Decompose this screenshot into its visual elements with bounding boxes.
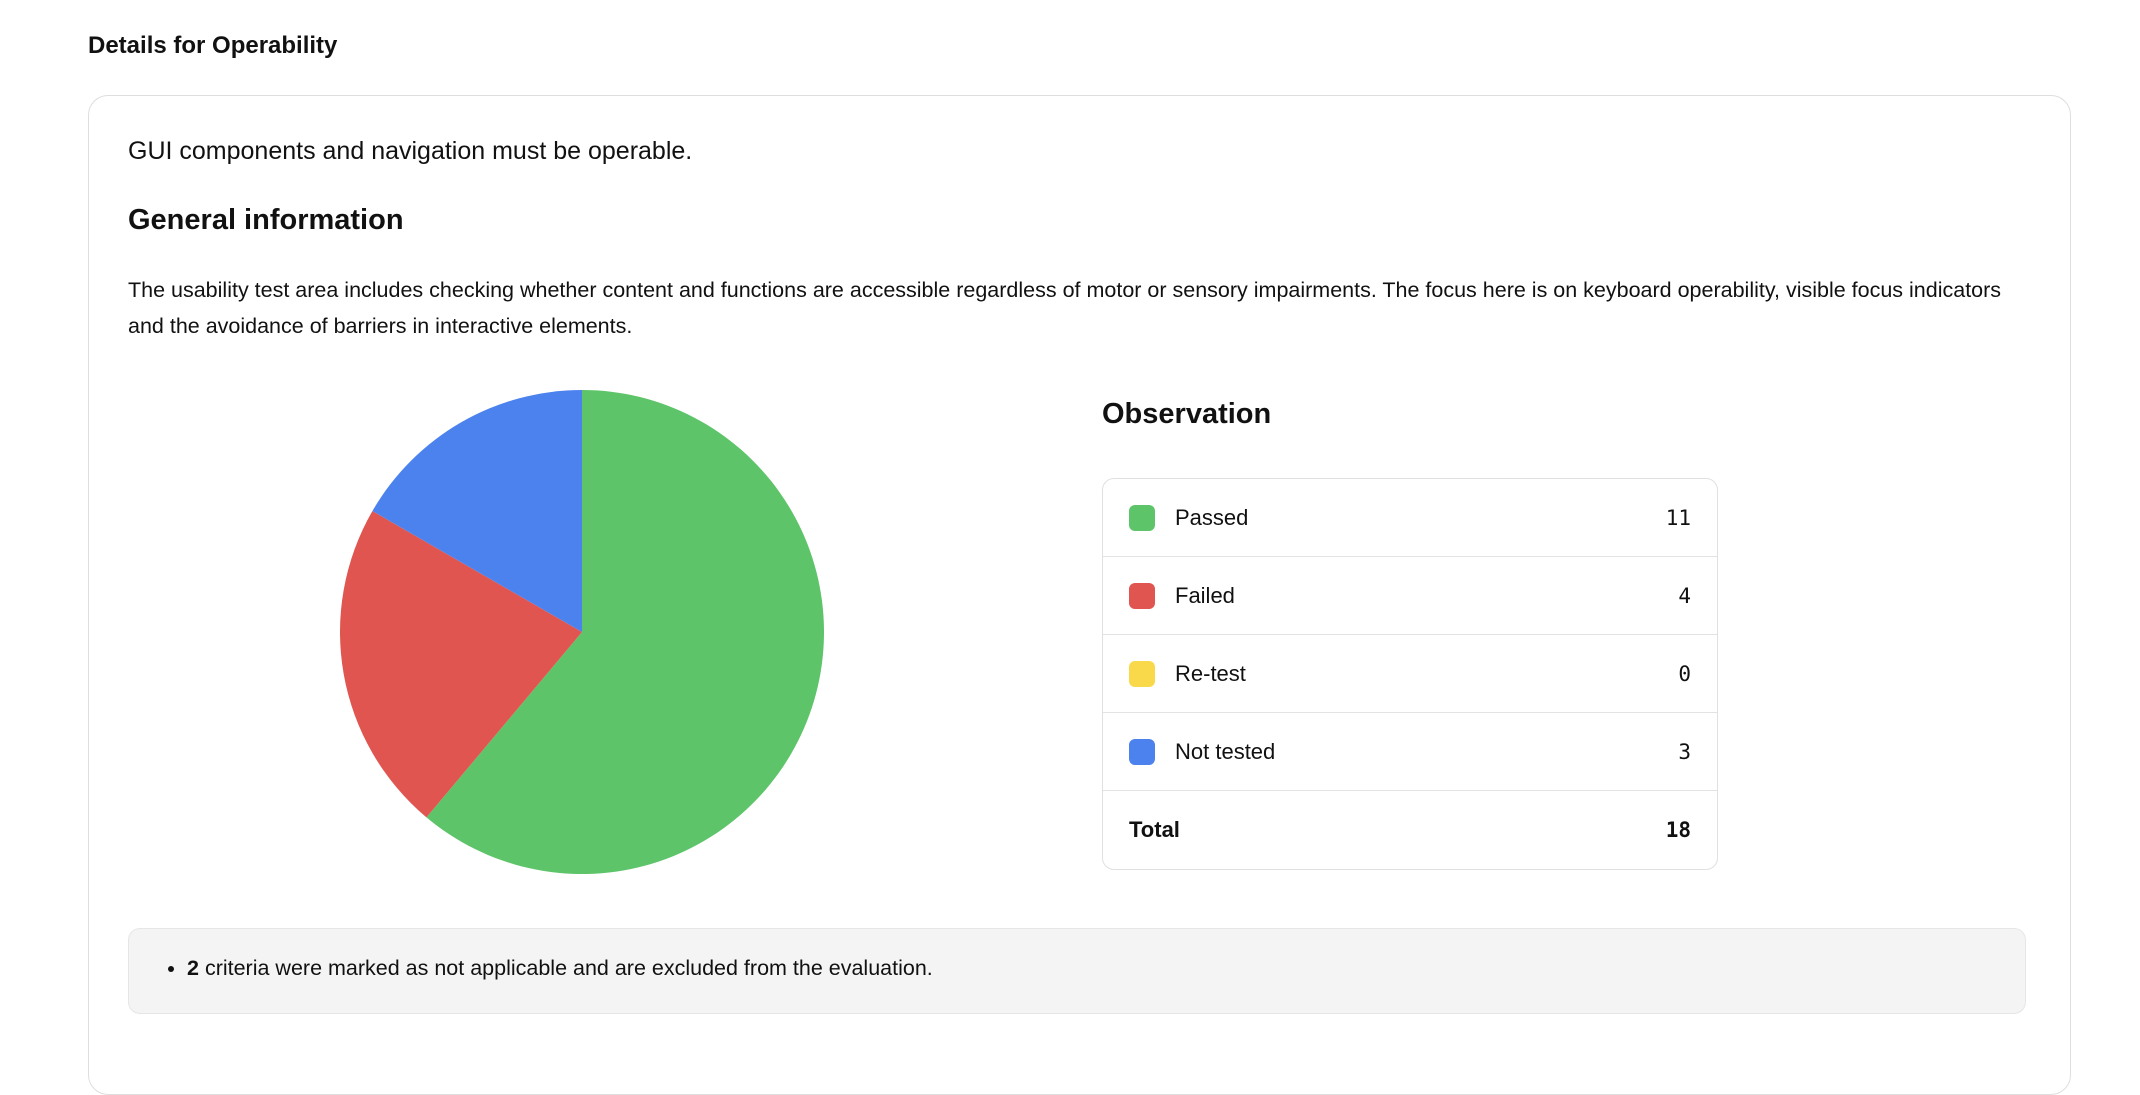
legend-row-not-tested: Not tested 3: [1103, 713, 1717, 791]
general-info-description: The usability test area includes checkin…: [128, 278, 2002, 338]
legend-row-failed: Failed 4: [1103, 557, 1717, 635]
note-list-item: 2 criteria were marked as not applicable…: [187, 956, 933, 981]
note-count: 2: [187, 956, 199, 980]
not-applicable-note: 2 criteria were marked as not applicable…: [128, 928, 2026, 1014]
legend-value-passed: 11: [1665, 505, 1691, 530]
note-text: criteria were marked as not applicable a…: [198, 956, 933, 980]
legend-swatch-failed: [1129, 582, 1155, 609]
legend-label-not-tested: Not tested: [1175, 738, 1276, 764]
legend-value-failed: 4: [1678, 583, 1691, 608]
observation-legend: Passed 11 Failed 4 Re-test 0 Not tested …: [1102, 478, 1718, 870]
legend-row-retest: Re-test 0: [1103, 635, 1717, 713]
legend-value-not-tested: 3: [1678, 739, 1691, 764]
legend-row-passed: Passed 11: [1103, 479, 1717, 557]
pie-chart: [339, 390, 825, 875]
page: Details for Operability GUI components a…: [0, 0, 2140, 1060]
legend-value-retest: 0: [1678, 661, 1691, 686]
legend-value-total: 18: [1665, 818, 1691, 842]
legend-swatch-not-tested: [1129, 738, 1155, 765]
general-info-title: General information: [128, 204, 404, 236]
legend-swatch-passed: [1129, 504, 1155, 531]
legend-label-retest: Re-test: [1175, 660, 1246, 686]
pie-slice-passed: [426, 390, 825, 875]
details-card: GUI components and navigation must be op…: [88, 95, 2071, 1095]
legend-row-total: Total 18: [1103, 791, 1717, 869]
lead-text: GUI components and navigation must be op…: [128, 137, 693, 165]
note-list: 2 criteria were marked as not applicable…: [129, 956, 933, 981]
pie-slice-failed: [339, 511, 582, 818]
legend-label-total: Total: [1129, 817, 1180, 842]
legend-label-failed: Failed: [1175, 582, 1235, 608]
observation-title: Observation: [1102, 398, 1272, 430]
section-title: Details for Operability: [88, 32, 338, 59]
legend-label-passed: Passed: [1175, 504, 1249, 530]
legend-swatch-retest: [1129, 660, 1155, 687]
pie-slice-not-tested: [372, 390, 582, 632]
